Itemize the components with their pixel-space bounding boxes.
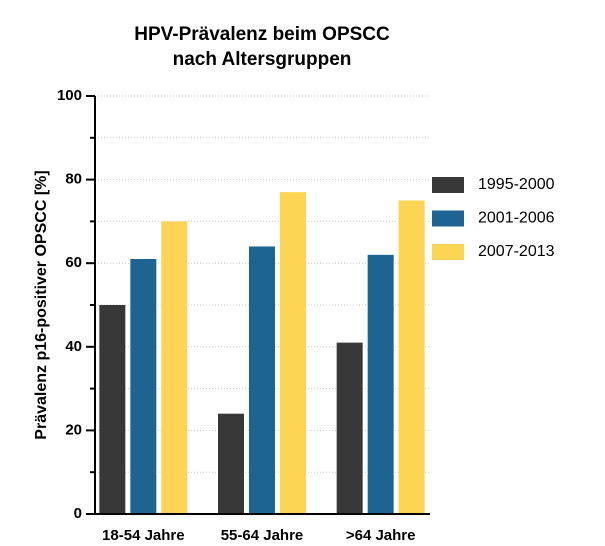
- bar: [218, 413, 244, 514]
- legend-label: 1995-2000: [478, 176, 555, 193]
- legend-label: 2007-2013: [478, 243, 555, 260]
- legend-label: 2001-2006: [478, 210, 555, 227]
- x-tick-label: >64 Jahre: [346, 527, 416, 544]
- y-tick-label: 40: [65, 338, 82, 355]
- chart-title: nach Altersgruppen: [173, 49, 352, 70]
- bar: [99, 305, 126, 514]
- y-tick-label: 60: [65, 254, 82, 271]
- y-tick-label: 80: [65, 171, 82, 188]
- legend-swatch: [432, 177, 464, 193]
- bar: [398, 200, 425, 514]
- legend-swatch: [432, 244, 464, 260]
- bar: [336, 342, 363, 514]
- bar: [280, 192, 306, 514]
- bar: [249, 246, 275, 515]
- chart-title: HPV-Prävalenz beim OPSCC: [134, 24, 390, 45]
- x-tick-label: 18-54 Jahre: [102, 527, 185, 544]
- bar: [367, 254, 394, 514]
- y-tick-label: 100: [57, 87, 82, 104]
- bar: [161, 221, 188, 514]
- bar: [130, 259, 157, 514]
- x-tick-label: 55-64 Jahre: [221, 527, 304, 544]
- y-tick-label: 0: [74, 505, 82, 522]
- y-axis-label: Prävalenz p16-positiver OPSCC [%]: [33, 170, 50, 439]
- legend-swatch: [432, 210, 464, 227]
- y-tick-label: 20: [65, 421, 82, 438]
